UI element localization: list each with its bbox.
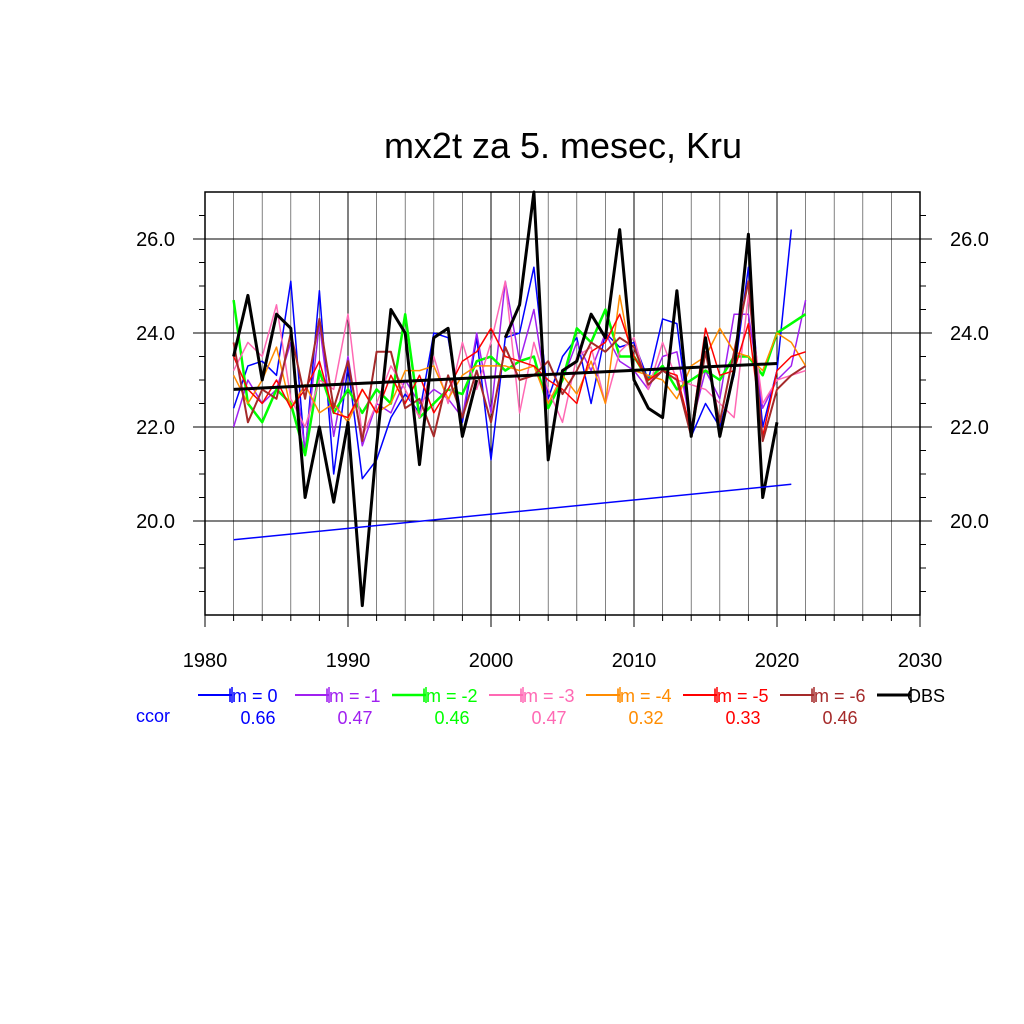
series-line-obs-b	[503, 190, 779, 499]
y-tick-label-left: 24.0	[136, 323, 175, 345]
ccor-value: 0.47	[337, 708, 372, 728]
y-tick-label-right: 20.0	[950, 511, 989, 533]
legend-label: lm = -6	[810, 686, 866, 706]
legend-label: lm = -1	[325, 686, 381, 706]
x-tick-label: 1980	[183, 650, 228, 672]
legend-label: lm = 0	[228, 686, 278, 706]
trend-line-0	[233, 483, 792, 541]
x-tick-label: 2030	[898, 650, 943, 672]
series-line-lm-5	[232, 313, 806, 438]
ccor-label: ccor	[136, 706, 170, 726]
legend-label: lm = -5	[713, 686, 769, 706]
x-tick-label: 2020	[755, 650, 800, 672]
series-line-obs	[232, 293, 479, 608]
y-tick-label-right: 22.0	[950, 417, 989, 439]
legend-label: lm = -4	[616, 686, 672, 706]
y-tick-label-left: 26.0	[136, 229, 175, 251]
legend-label: lm = -2	[422, 686, 478, 706]
ccor-value: 0.47	[531, 708, 566, 728]
ccor-value: 0.33	[725, 708, 760, 728]
y-tick-label-left: 22.0	[136, 417, 175, 439]
ccor-value: 0.46	[434, 708, 469, 728]
plot-area	[232, 190, 807, 608]
ccor-value: 0.66	[240, 708, 275, 728]
trend-line-1	[233, 362, 778, 391]
ccor-value: 0.32	[628, 708, 663, 728]
legend-label: lm = -3	[519, 686, 575, 706]
y-tick-label-right: 24.0	[950, 323, 989, 345]
x-tick-label: 1990	[326, 650, 371, 672]
x-tick-label: 2000	[469, 650, 514, 672]
ccor-value: 0.46	[822, 708, 857, 728]
series-line-lm-4	[232, 294, 807, 424]
y-tick-label-right: 26.0	[950, 229, 989, 251]
y-tick-label-left: 20.0	[136, 511, 175, 533]
axes: 1980 1990 2000 2010 2020 2030 20.0 20.0 22.0 22.0…	[136, 215, 989, 672]
x-tick-label: 2010	[612, 650, 657, 672]
legend-label: OBS	[907, 686, 945, 706]
chart-title: mx2t za 5. mesec, Kru	[384, 125, 742, 166]
